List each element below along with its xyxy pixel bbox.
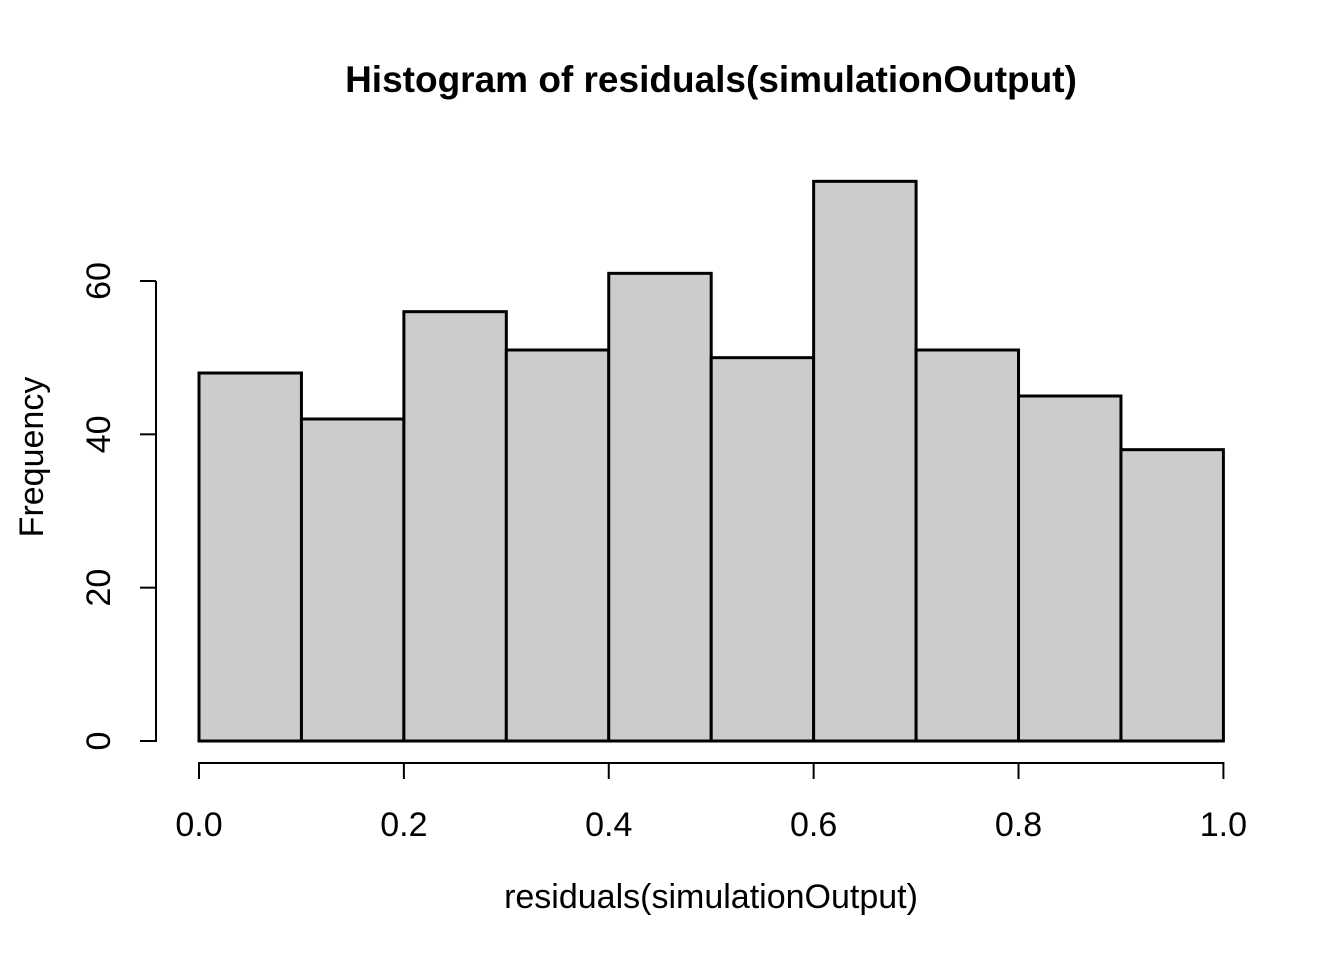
y-axis-title: Frequency bbox=[13, 377, 51, 538]
y-tick-label-0: 0 bbox=[80, 732, 118, 751]
y-tick-label-1: 20 bbox=[80, 569, 118, 607]
x-tick-label-0: 0.0 bbox=[175, 806, 222, 844]
histogram-bar-0 bbox=[197, 371, 303, 743]
axes-layer: 0 20 40 60 0.0 0.2 0.4 0.6 0.8 1.0 bbox=[80, 262, 1247, 844]
histogram-bar-4 bbox=[607, 271, 713, 743]
x-tick-label-1: 0.2 bbox=[380, 806, 427, 844]
histogram-bar-6 bbox=[812, 179, 918, 743]
histogram-bar-1 bbox=[299, 417, 406, 743]
histogram-bar-5 bbox=[709, 356, 816, 743]
chart-title: Histogram of residuals(simulationOutput) bbox=[345, 59, 1077, 100]
y-tick-label-2: 40 bbox=[80, 415, 118, 453]
histogram-bar-9 bbox=[1119, 448, 1225, 743]
x-tick-label-4: 0.8 bbox=[995, 806, 1042, 844]
bars-layer bbox=[197, 179, 1225, 743]
histogram-bar-8 bbox=[1017, 394, 1123, 743]
histogram-bar-3 bbox=[504, 348, 611, 743]
y-tick-label-3: 60 bbox=[80, 262, 118, 300]
histogram-bar-7 bbox=[914, 348, 1021, 743]
x-tick-label-5: 1.0 bbox=[1200, 806, 1247, 844]
x-tick-label-2: 0.4 bbox=[585, 806, 632, 844]
x-tick-label-3: 0.6 bbox=[790, 806, 837, 844]
histogram-bar-2 bbox=[402, 310, 508, 743]
x-axis-title: residuals(simulationOutput) bbox=[504, 878, 918, 916]
